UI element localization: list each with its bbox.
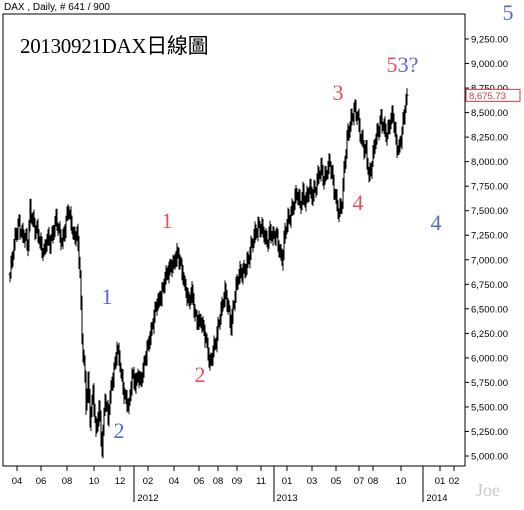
x-year-label: 2012 (137, 493, 158, 504)
x-tick-label: 06 (194, 476, 205, 487)
y-tick-label: 8,000.00 (471, 157, 508, 168)
y-tick-label: 8,250.00 (471, 133, 508, 144)
wave-label: 2 (114, 418, 125, 443)
y-tick-label: 5,000.00 (471, 452, 508, 463)
plot-frame (2, 13, 466, 467)
y-tick-label: 7,000.00 (471, 255, 508, 266)
y-tick-label: 9,250.00 (471, 35, 508, 46)
wave-label: 5 (387, 52, 398, 77)
wave-label: 1 (102, 284, 113, 309)
x-tick-label: 11 (256, 476, 266, 487)
x-tick-label: 07 (354, 476, 365, 487)
x-tick-label: 12 (115, 476, 126, 487)
y-tick-label: 7,750.00 (471, 182, 508, 193)
wave-label: 2 (195, 362, 206, 387)
y-tick-label: 7,500.00 (471, 206, 508, 217)
chart-title: 20130921DAX日線圖 (20, 34, 209, 58)
last-value-label: 8,675.73 (469, 91, 506, 102)
wave-label: 5 (503, 0, 514, 25)
x-tick-label: 10 (89, 476, 100, 487)
x-tick-label: 06 (36, 476, 47, 487)
y-tick-label: 9,000.00 (471, 59, 508, 70)
wave-label: 3? (398, 52, 419, 77)
wave-label: 4 (353, 190, 364, 215)
y-tick-label: 6,750.00 (471, 280, 508, 291)
price-bars (8, 88, 409, 459)
y-tick-label: 5,750.00 (471, 378, 508, 389)
x-tick-label: 02 (449, 476, 460, 487)
x-tick-label: 04 (169, 476, 180, 487)
y-tick-label: 7,250.00 (471, 231, 508, 242)
chart-header-info: DAX , Daily, # 641 / 900 (4, 2, 110, 13)
x-tick-label: 01 (282, 476, 293, 487)
wave-label: 3 (333, 80, 344, 105)
y-tick-label: 5,250.00 (471, 427, 508, 438)
y-tick-label: 6,000.00 (471, 353, 508, 364)
x-tick-label: 04 (12, 476, 23, 487)
x-tick-label: 05 (331, 476, 342, 487)
x-year-label: 2014 (426, 493, 447, 504)
x-tick-label: 08 (368, 476, 379, 487)
last-value-box (465, 88, 521, 102)
y-tick-label: 6,250.00 (471, 329, 508, 340)
wave-label: 1 (162, 208, 173, 233)
x-tick-label: 02 (143, 476, 154, 487)
watermark: Joe (476, 480, 500, 500)
x-year-label: 2013 (276, 493, 297, 504)
y-tick-label: 6,500.00 (471, 304, 508, 315)
wave-label: 4 (431, 210, 442, 235)
x-tick-label: 10 (396, 476, 407, 487)
x-tick-label: 03 (307, 476, 318, 487)
x-tick-label: 08 (62, 476, 73, 487)
x-tick-label: 01 (435, 476, 446, 487)
y-tick-label: 5,500.00 (471, 402, 508, 413)
x-tick-label: 09 (232, 476, 243, 487)
x-tick-label: 08 (213, 476, 224, 487)
y-tick-label: 8,500.00 (471, 108, 508, 119)
